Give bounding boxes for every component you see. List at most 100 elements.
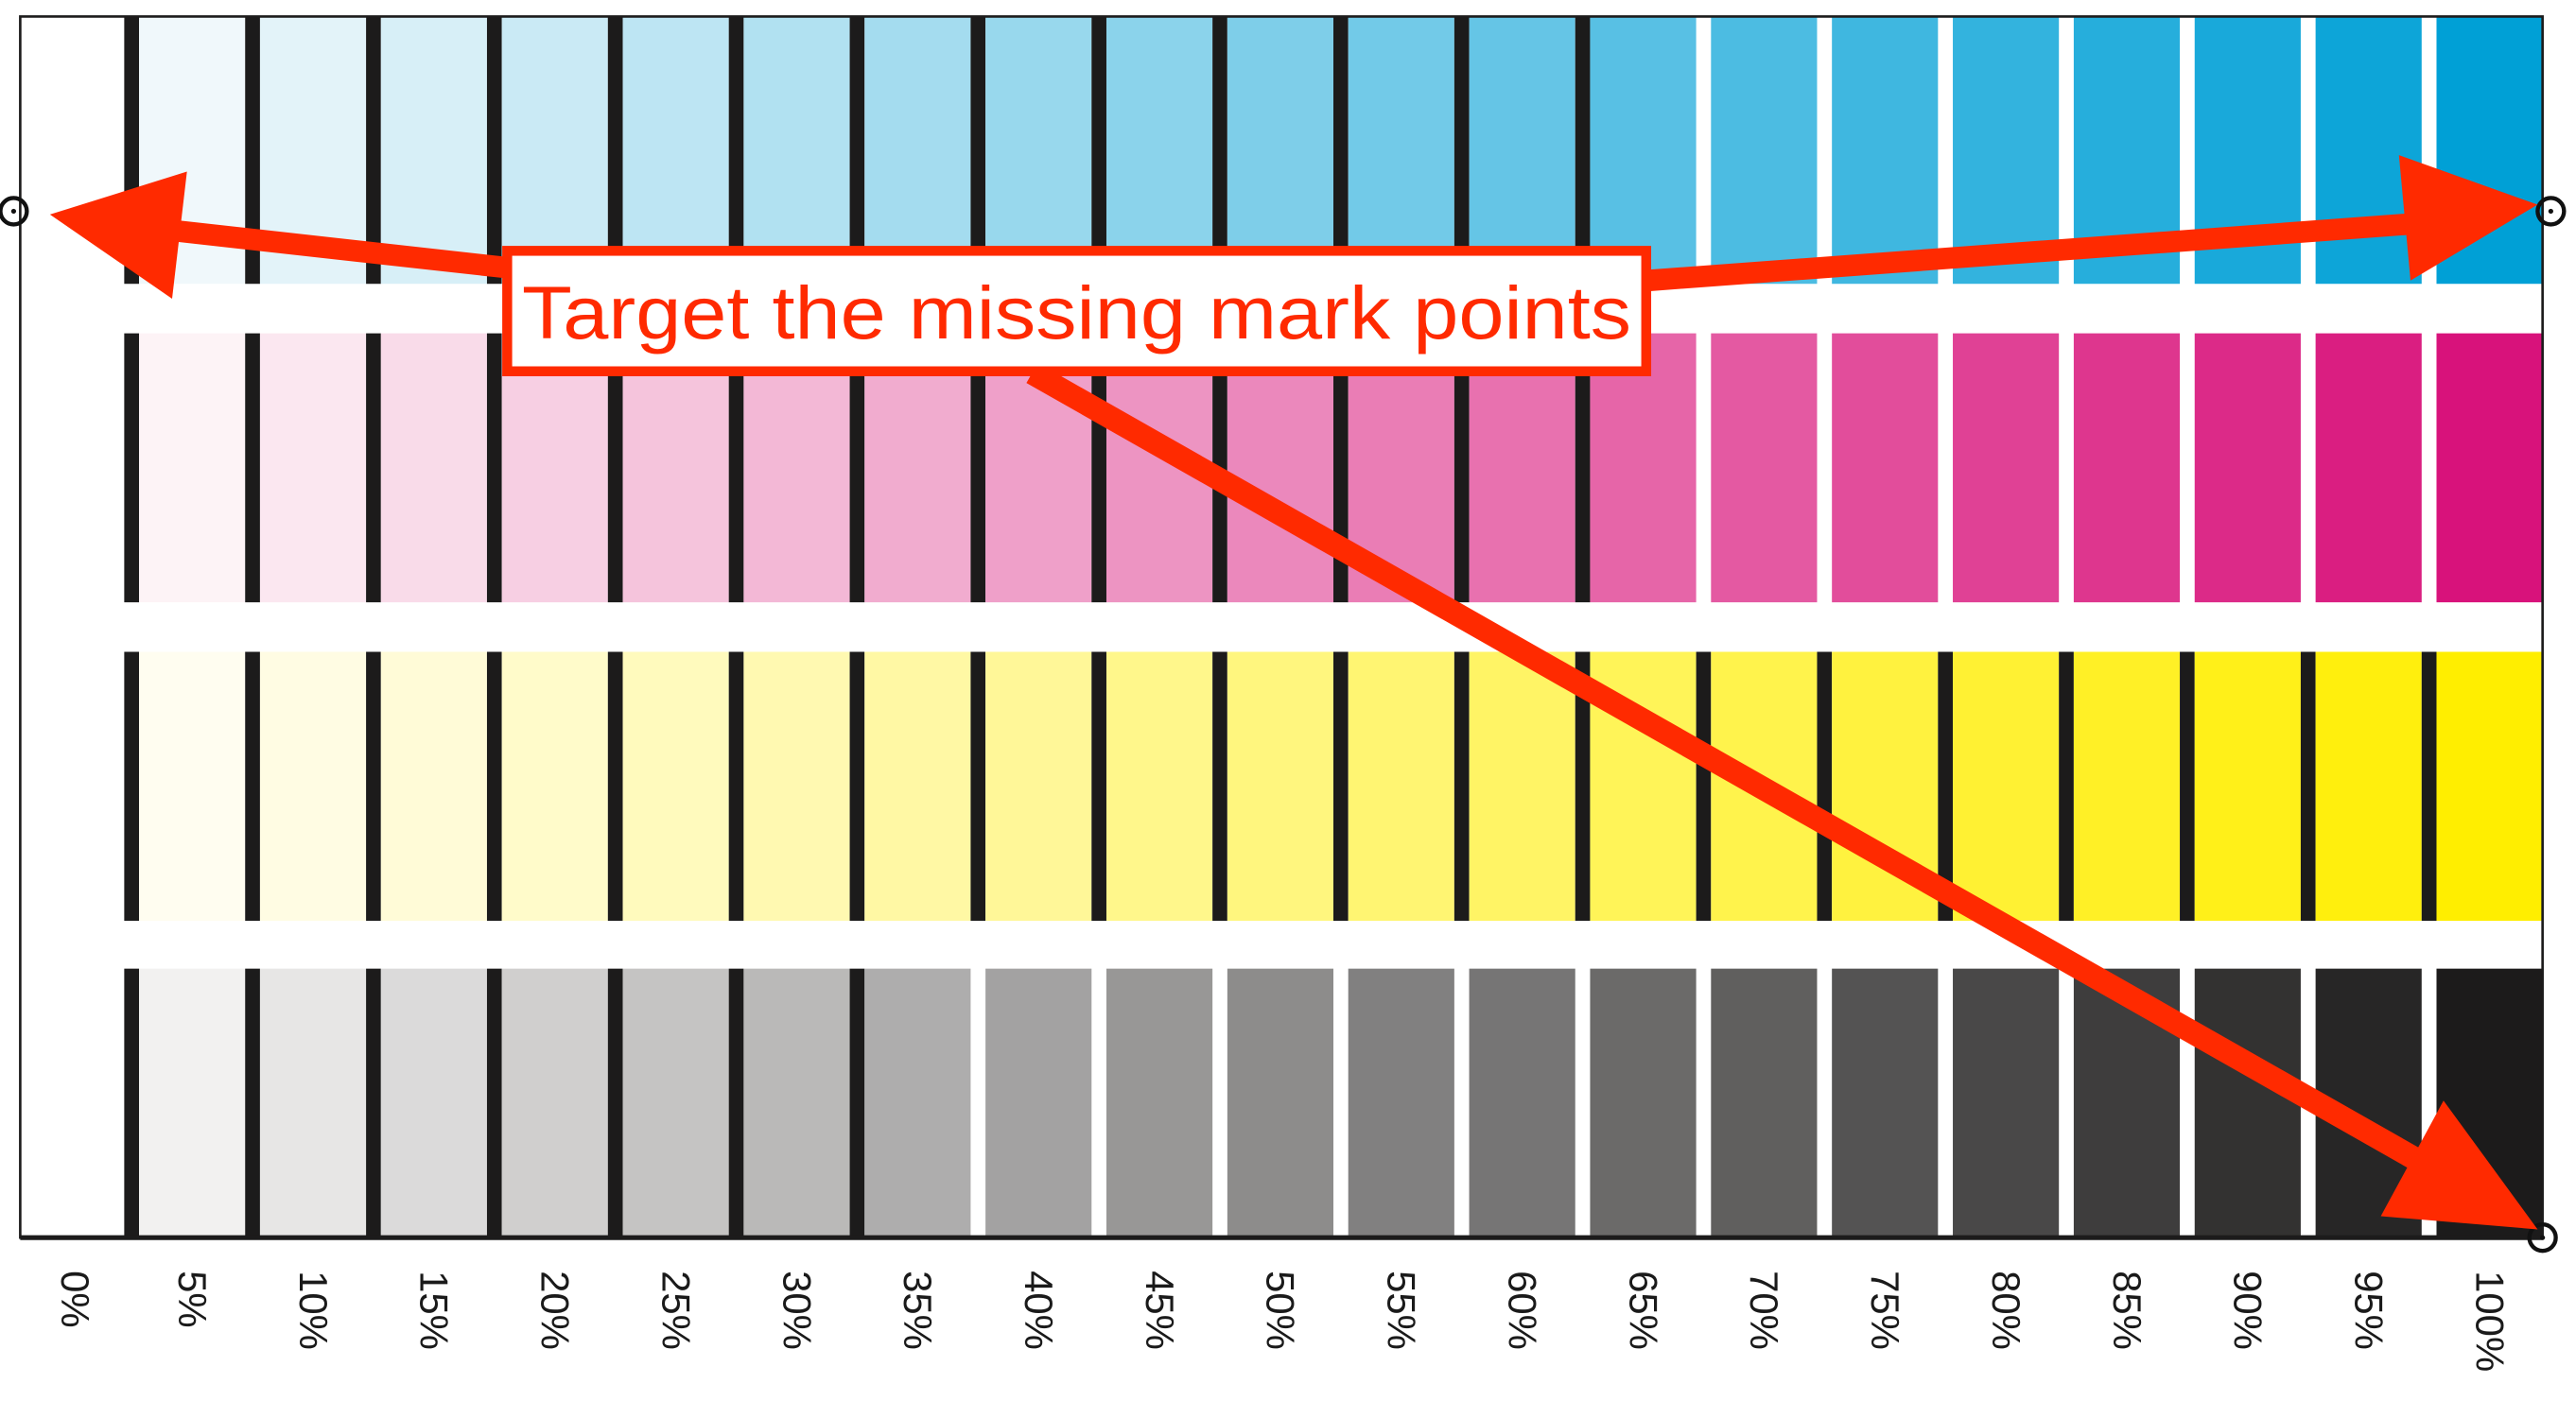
swatch-20%	[501, 333, 608, 603]
swatch-35%	[864, 968, 971, 1238]
percent-label: 85%	[2105, 1271, 2150, 1350]
swatch-90%	[2194, 651, 2301, 922]
swatch-55%	[1348, 16, 1454, 285]
separator-bar	[1938, 651, 1954, 922]
separator-bar	[124, 651, 140, 922]
percent-labels: 0% 5% 10% 15% 20% 25% 30% 35% 40% 45% 50% 55% 60% 65%…	[53, 1271, 2512, 1372]
swatch-75%	[1832, 333, 1939, 603]
swatch-25%	[622, 333, 729, 603]
mark-point-top-left[interactable]	[0, 196, 29, 227]
percent-label: 20%	[533, 1271, 578, 1350]
percent-label: 65%	[1621, 1271, 1665, 1350]
separator-bar	[728, 333, 744, 603]
separator-bar	[849, 968, 865, 1238]
separator-bar	[1817, 651, 1833, 922]
swatch-45%	[1105, 651, 1213, 922]
swatch-40%	[985, 651, 1092, 922]
separator-bar	[1575, 16, 1591, 285]
swatch-30%	[743, 651, 850, 922]
swatch-90%	[2194, 333, 2301, 603]
swatch-75%	[1832, 16, 1939, 285]
mark-point-bottom-right[interactable]	[2527, 1222, 2558, 1254]
separator-bar	[607, 968, 623, 1238]
separator-bar	[366, 651, 381, 922]
annotation-box	[502, 246, 1652, 376]
swatch-30%	[743, 16, 850, 285]
separator-bar	[245, 16, 260, 285]
separator-bar	[486, 333, 502, 603]
swatch-5%	[139, 651, 246, 922]
arrow-down-shaft	[1026, 362, 2449, 1185]
swatch-40%	[985, 16, 1092, 285]
swatch-90%	[2194, 968, 2301, 1238]
separator-bar	[1333, 651, 1349, 922]
swatch-65%	[1590, 333, 1697, 603]
separator-bar	[366, 16, 381, 285]
separator-bar	[970, 16, 986, 285]
swatch-15%	[380, 968, 487, 1238]
separator-bar	[366, 968, 381, 1238]
swatch-80%	[1953, 968, 2060, 1238]
swatch-50%	[1227, 651, 1334, 922]
swatch-85%	[2073, 651, 2181, 922]
swatch-10%	[259, 968, 367, 1238]
separator-bar	[2300, 651, 2316, 922]
swatch-50%	[1227, 968, 1334, 1238]
separator-bar	[970, 651, 986, 922]
swatch-15%	[380, 651, 487, 922]
separator-bar	[1091, 16, 1106, 285]
separator-bar	[124, 968, 140, 1238]
arrow-left-head	[49, 171, 187, 299]
swatch-80%	[1953, 16, 2060, 285]
swatch-15%	[380, 16, 487, 285]
separator-bar	[607, 333, 623, 603]
arrow-right-head	[2398, 155, 2538, 281]
swatch-25%	[622, 16, 729, 285]
separator-bar	[1575, 651, 1591, 922]
percent-label: 80%	[1984, 1271, 2028, 1350]
percent-label: 15%	[412, 1271, 457, 1350]
percent-label: 55%	[1380, 1271, 1424, 1350]
swatch-grid	[124, 16, 2543, 1238]
separator-bar	[2059, 651, 2074, 922]
separator-bar	[486, 968, 502, 1238]
annotation-arrows	[49, 155, 2538, 1230]
separator-bar	[1091, 651, 1106, 922]
percent-label: 10%	[291, 1271, 336, 1350]
separator-bar	[728, 968, 744, 1238]
separator-bar	[1212, 16, 1227, 285]
swatch-40%	[985, 968, 1092, 1238]
percent-label: 35%	[896, 1271, 940, 1350]
swatch-25%	[622, 968, 729, 1238]
separator-bar	[2180, 651, 2195, 922]
mark-point-top-right[interactable]	[2535, 196, 2567, 227]
swatch-35%	[864, 16, 971, 285]
swatch-100%	[2436, 651, 2543, 922]
percent-label: 70%	[1742, 1271, 1786, 1350]
swatch-30%	[743, 968, 850, 1238]
separator-bar	[1453, 16, 1470, 285]
swatch-5%	[139, 968, 246, 1238]
percent-label: 40%	[1017, 1271, 1061, 1350]
swatch-50%	[1227, 16, 1334, 285]
percent-label: 25%	[653, 1271, 698, 1350]
percent-label: 50%	[1259, 1271, 1303, 1350]
separator-bar	[1575, 333, 1591, 603]
swatch-80%	[1953, 651, 2060, 922]
swatch-50%	[1227, 333, 1334, 603]
swatch-60%	[1469, 16, 1575, 285]
separator-bar	[607, 16, 623, 285]
swatch-55%	[1348, 968, 1454, 1238]
percent-label: 5%	[170, 1271, 215, 1328]
annotation-text: Target the missing mark points	[522, 271, 1631, 355]
separator-bar	[728, 651, 744, 922]
swatch-95%	[2315, 333, 2422, 603]
percent-label: 75%	[1863, 1271, 1907, 1350]
percent-label: 95%	[2347, 1271, 2392, 1350]
separator-bar	[1696, 651, 1712, 922]
separator-bar	[486, 651, 502, 922]
swatch-10%	[259, 333, 367, 603]
swatch-95%	[2315, 16, 2422, 285]
separator-bar	[1453, 333, 1470, 603]
